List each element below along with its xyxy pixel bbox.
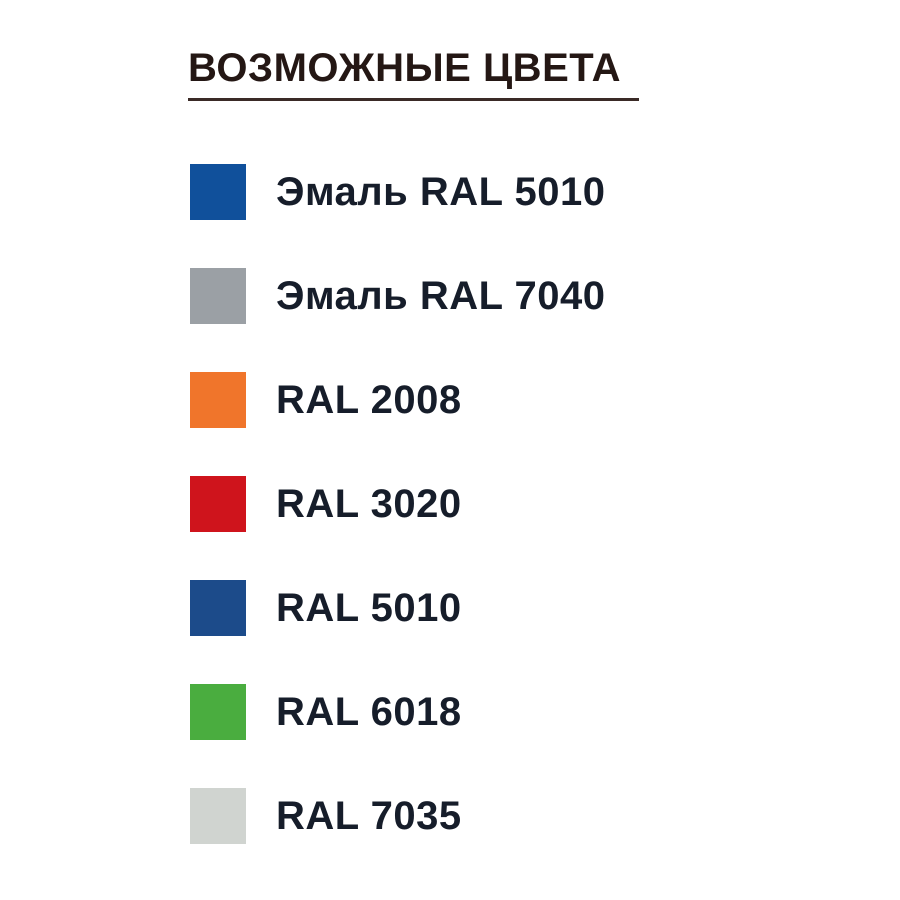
legend-row-orange: RAL 2008 (190, 372, 605, 428)
color-swatch-green (190, 684, 246, 740)
color-legend: Эмаль RAL 5010 Эмаль RAL 7040 RAL 2008 R… (190, 164, 605, 844)
page-title: ВОЗМОЖНЫЕ ЦВЕТА (188, 44, 640, 101)
legend-row-gray: Эмаль RAL 7040 (190, 268, 605, 324)
color-swatch-orange (190, 372, 246, 428)
color-label: RAL 7035 (276, 794, 462, 838)
color-swatch-gray (190, 268, 246, 324)
color-label: RAL 5010 (276, 586, 462, 630)
color-swatch-dark-blue (190, 580, 246, 636)
title-block: ВОЗМОЖНЫЕ ЦВЕТА (188, 44, 640, 101)
color-label: Эмаль RAL 5010 (276, 170, 606, 214)
color-label: RAL 3020 (276, 482, 462, 526)
legend-row-blue: Эмаль RAL 5010 (190, 164, 605, 220)
legend-row-red: RAL 3020 (190, 476, 605, 532)
color-label: RAL 2008 (276, 378, 462, 422)
legend-row-light-gray: RAL 7035 (190, 788, 605, 844)
color-swatch-blue (190, 164, 246, 220)
color-swatch-light-gray (190, 788, 246, 844)
legend-row-dark-blue: RAL 5010 (190, 580, 605, 636)
color-label: Эмаль RAL 7040 (276, 274, 606, 318)
legend-row-green: RAL 6018 (190, 684, 605, 740)
color-swatch-red (190, 476, 246, 532)
color-label: RAL 6018 (276, 690, 462, 734)
